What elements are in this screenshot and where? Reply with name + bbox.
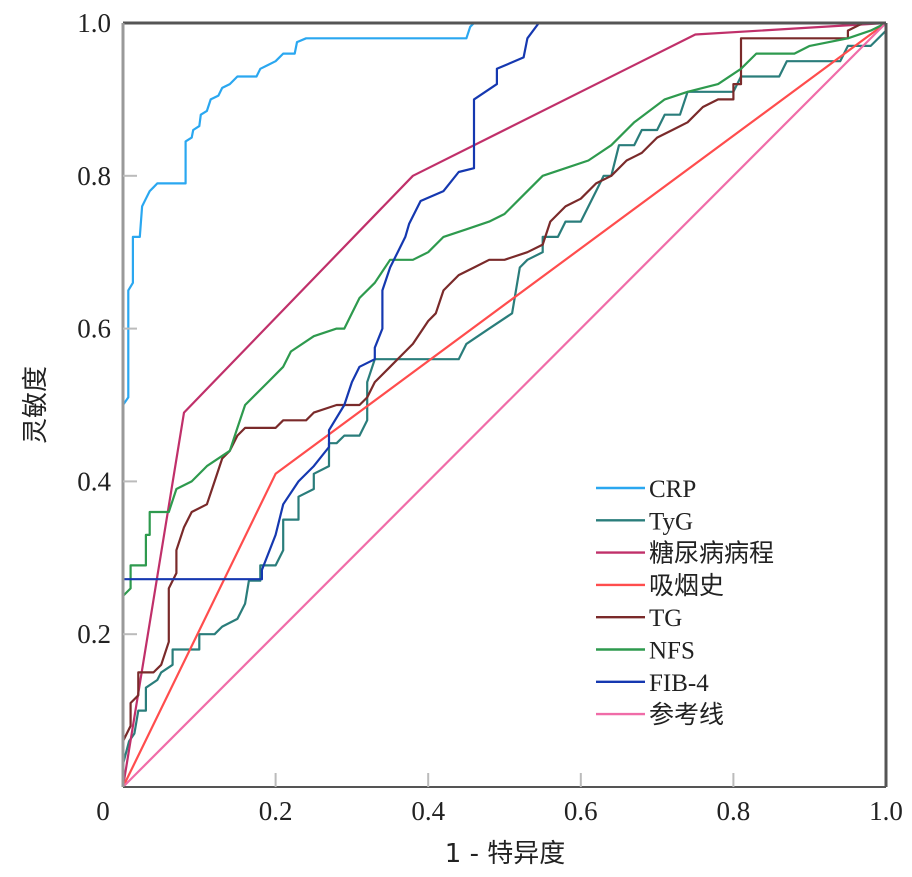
x-tick-label: 0 xyxy=(96,796,110,826)
y-tick-label: 1.0 xyxy=(77,8,111,38)
x-tick-label: 0.2 xyxy=(259,796,293,826)
y-tick-label: 0.6 xyxy=(77,314,111,344)
legend-label: NFS xyxy=(649,638,695,665)
legend-label: TG xyxy=(649,605,682,632)
legend-item: TG xyxy=(596,605,682,632)
legend-item: 参考线 xyxy=(596,701,724,729)
y-tick-label: 0.2 xyxy=(77,619,111,649)
legend-label: 参考线 xyxy=(649,701,724,729)
legend-item: 吸烟史 xyxy=(596,572,724,600)
x-tick-label: 0.8 xyxy=(717,796,751,826)
series-line-tg xyxy=(121,21,886,787)
legend-label: FIB-4 xyxy=(649,670,709,697)
tick-labels: 0 0.2 0.4 0.6 0.8 1.0 0.2 0.4 0.6 0.8 1.0 xyxy=(77,8,903,826)
series-line-crp xyxy=(121,21,886,787)
x-axis-title: 1 - 特异度 xyxy=(445,839,565,869)
series-line--2 xyxy=(121,21,887,788)
legend-label: 吸烟史 xyxy=(649,572,724,600)
series-line-nfs xyxy=(121,22,887,787)
legend-label: 糖尿病病程 xyxy=(649,540,774,568)
series-line-fib-4 xyxy=(121,21,886,787)
x-tick-label: 1.0 xyxy=(869,796,903,826)
x-tick-label: 0.4 xyxy=(411,796,445,826)
legend-item: TyG xyxy=(596,508,693,535)
legend-item: NFS xyxy=(596,638,695,665)
y-tick-label: 0.4 xyxy=(77,466,111,496)
y-tick-label: 0.8 xyxy=(77,161,111,191)
y-axis-title: 灵敏度 xyxy=(21,366,51,444)
legend-label: CRP xyxy=(649,476,696,503)
axes-frame xyxy=(121,21,888,788)
legend-item: CRP xyxy=(596,476,696,503)
x-tick-label: 0.6 xyxy=(564,796,598,826)
legend-item: FIB-4 xyxy=(596,670,709,697)
series-layer xyxy=(121,21,888,788)
legend-label: TyG xyxy=(649,508,693,535)
series-line--3 xyxy=(122,22,887,788)
legend-item: 糖尿病病程 xyxy=(596,540,774,568)
series-line--7 xyxy=(122,22,887,788)
